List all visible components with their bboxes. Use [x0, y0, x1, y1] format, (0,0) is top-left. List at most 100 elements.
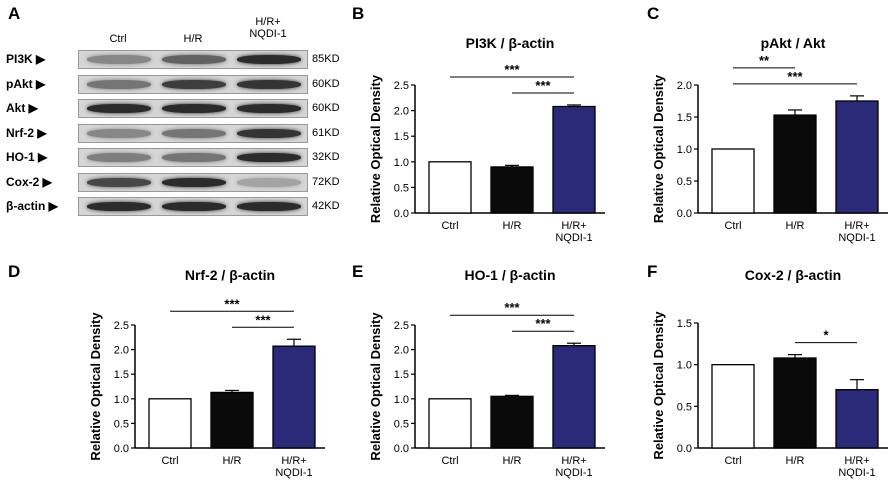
chart-title: pAkt / Akt — [761, 35, 826, 51]
blot-band — [162, 128, 226, 138]
y-tick-label: 2.0 — [677, 80, 692, 92]
bar — [210, 391, 254, 449]
panel-label-a: A — [8, 4, 21, 23]
significance-label: *** — [535, 316, 551, 331]
x-tick-label: Ctrl — [724, 455, 741, 467]
blot-band — [87, 128, 151, 138]
blot-lane-header: Ctrl — [109, 33, 127, 45]
bar — [272, 345, 316, 449]
bar — [148, 398, 192, 449]
blot-row-label: Cox-2 ▶ — [6, 174, 52, 189]
blot-band — [237, 202, 301, 211]
x-tick-label: Ctrl — [724, 220, 741, 232]
panel-label-c: C — [647, 4, 660, 23]
blot-strip — [78, 99, 308, 118]
significance-label: * — [823, 328, 829, 343]
y-tick-label: 2.0 — [114, 345, 129, 357]
bar — [773, 114, 817, 214]
blot-band — [87, 79, 151, 89]
pakt-bar-chart: pAkt / Akt Relative Optical Density 0.0 0.5… — [651, 35, 888, 244]
blot-band — [87, 177, 151, 187]
x-tick-label: H/R — [223, 455, 242, 467]
blot-strip — [78, 74, 308, 94]
blot-strip — [78, 172, 308, 192]
x-tick-label: H/R+ NQDI-1 — [555, 455, 592, 479]
y-tick-label: 0.5 — [394, 418, 409, 430]
y-tick-label: 1.0 — [677, 360, 692, 372]
y-tick-label: 0.5 — [394, 182, 409, 194]
y-tick-label: 1.5 — [114, 369, 129, 381]
y-tick-label: 0.0 — [114, 443, 129, 455]
blot-size-label: 60KD — [312, 102, 340, 114]
y-tick-label: 2.5 — [394, 80, 409, 92]
bar — [490, 395, 534, 449]
y-axis-label: Relative Optical Density — [651, 311, 666, 460]
bar — [428, 161, 472, 214]
bar — [773, 357, 817, 449]
blot-band — [237, 79, 301, 89]
blot-band — [162, 79, 226, 89]
pi3k-bar-chart: PI3K / β-actin Relative Optical Density 0.… — [368, 35, 605, 244]
significance-label: *** — [787, 69, 803, 84]
ho1-bar-chart: HO-1 / β-actin Relative Optical Density 0.… — [368, 267, 605, 479]
blot-band — [237, 55, 301, 64]
y-tick-label: 1.0 — [394, 394, 409, 406]
x-tick-label: H/R+ NQDI-1 — [838, 220, 875, 244]
y-axis-label: Relative Optical Density — [368, 312, 383, 461]
x-tick-label: H/R+ NQDI-1 — [838, 455, 875, 479]
blot-strip — [78, 197, 308, 216]
chart-title: PI3K / β-actin — [466, 35, 555, 51]
bar — [711, 148, 755, 214]
y-tick-label: 0.0 — [677, 208, 692, 220]
bar — [428, 398, 472, 449]
blot-band — [87, 55, 151, 64]
y-tick-label: 1.5 — [677, 318, 692, 330]
panel-label-e: E — [352, 262, 364, 281]
x-tick-label: Ctrl — [441, 455, 458, 467]
significance-label: ** — [759, 53, 770, 68]
y-tick-label: 0.0 — [677, 443, 692, 455]
x-tick-label: H/R — [503, 220, 522, 232]
blot-band — [237, 104, 301, 113]
y-tick-label: 1.5 — [394, 131, 409, 143]
blot-band — [87, 202, 151, 211]
blot-lane-header: H/R+ NQDI-1 — [249, 16, 287, 40]
y-tick-label: 0.0 — [394, 208, 409, 220]
panel-label-f: F — [647, 262, 658, 281]
bar — [490, 166, 534, 214]
blot-row-label: Nrf-2 ▶ — [6, 125, 47, 140]
y-axis-label: Relative Optical Density — [368, 74, 383, 223]
blot-strip — [78, 148, 308, 167]
y-tick-label: 1.5 — [394, 369, 409, 381]
blot-band — [162, 202, 226, 211]
x-tick-label: H/R — [503, 455, 522, 467]
blot-band — [162, 177, 226, 187]
y-tick-label: 0.5 — [677, 176, 692, 188]
x-tick-label: H/R — [786, 220, 805, 232]
blot-band — [162, 55, 226, 64]
chart-title: Cox-2 / β-actin — [745, 267, 841, 283]
chart-title: Nrf-2 / β-actin — [185, 267, 275, 283]
y-tick-label: 1.0 — [677, 144, 692, 156]
blot-band — [237, 177, 301, 187]
y-tick-label: 1.5 — [677, 112, 692, 124]
y-tick-label: 0.5 — [114, 418, 129, 430]
bar — [711, 364, 755, 449]
panel-label-b: B — [352, 4, 365, 23]
y-tick-label: 0.0 — [394, 443, 409, 455]
y-axis-label: Relative Optical Density — [651, 74, 666, 223]
y-tick-label: 1.0 — [114, 394, 129, 406]
panel-label-d: D — [8, 262, 21, 281]
x-tick-label: Ctrl — [441, 220, 458, 232]
blot-row-label: PI3K ▶ — [6, 52, 46, 66]
western-blot-panel: Ctrl H/R H/R+ NQDI-1 PI3K ▶ 85KD pAkt ▶ 60KD Akt… — [0, 0, 360, 225]
bar — [552, 105, 596, 214]
significance-label: *** — [504, 300, 520, 315]
significance-label: *** — [255, 312, 271, 327]
y-axis-label: Relative Optical Density — [88, 312, 103, 461]
y-tick-label: 2.5 — [114, 320, 129, 332]
blot-band — [87, 153, 151, 162]
blot-row-label: Akt ▶ — [6, 101, 38, 115]
blot-size-label: 32KD — [312, 151, 340, 163]
y-tick-label: 2.0 — [394, 106, 409, 118]
